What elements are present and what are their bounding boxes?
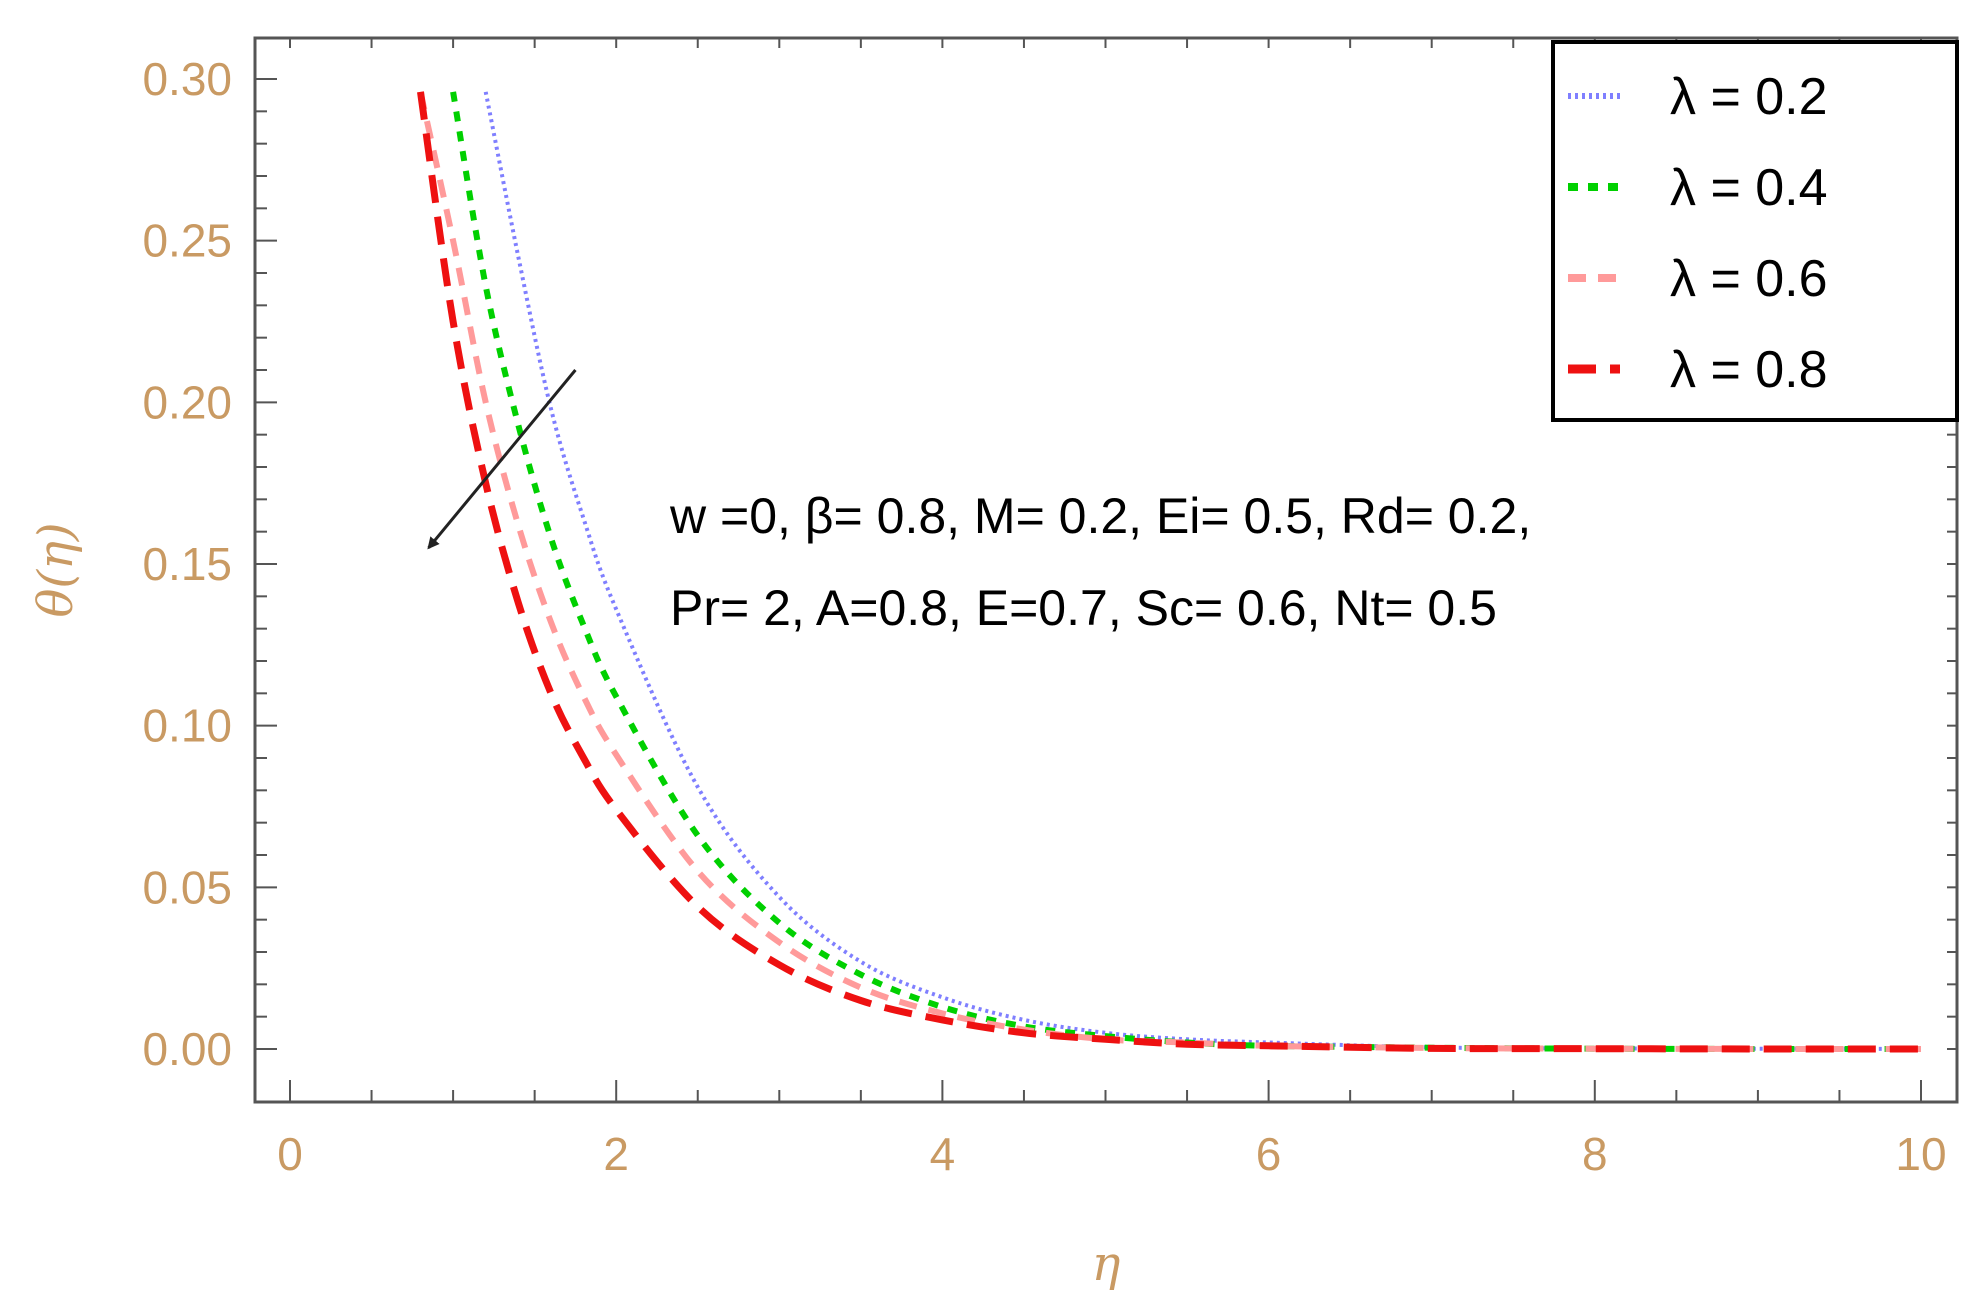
legend: λ = 0.2 λ = 0.4 λ = 0.6 λ = 0.8 — [1551, 40, 1959, 422]
x-axis-title: η — [1092, 1236, 1121, 1292]
series-line-4 — [417, 91, 1922, 1053]
y-tick-label: 0.10 — [142, 700, 232, 752]
x-tick-label: 10 — [1895, 1128, 1946, 1180]
x-tick-label: 0 — [277, 1128, 303, 1180]
x-tick-labels: 0 2 4 6 8 10 — [277, 1128, 1946, 1180]
y-tick-label: 0.05 — [142, 861, 232, 913]
legend-box — [1551, 40, 1959, 422]
series-lines — [417, 91, 1922, 1053]
legend-label: λ = 0.6 — [1670, 250, 1828, 308]
y-tick-label: 0.15 — [142, 538, 232, 590]
y-axis-title: θ(η) — [28, 522, 84, 617]
trend-arrow — [427, 369, 577, 550]
x-tick-label: 8 — [1582, 1128, 1608, 1180]
y-tick-label: 0.20 — [142, 376, 232, 428]
y-tick-labels: 0.00 0.05 0.10 0.15 0.20 0.25 0.30 — [142, 53, 232, 1075]
y-tick-label: 0.25 — [142, 215, 232, 267]
legend-label: λ = 0.8 — [1670, 341, 1828, 399]
y-tick-label: 0.00 — [142, 1023, 232, 1075]
annotation-line-1: w =0, β= 0.8, M= 0.2, Ei= 0.5, Rd= 0.2, — [669, 488, 1531, 544]
x-tick-label: 2 — [603, 1128, 629, 1180]
legend-label: λ = 0.2 — [1670, 68, 1828, 126]
x-tick-label: 4 — [930, 1128, 956, 1180]
y-tick-label: 0.30 — [142, 53, 232, 105]
x-tick-label: 6 — [1256, 1128, 1282, 1180]
annotation-line-2: Pr= 2, A=0.8, E=0.7, Sc= 0.6, Nt= 0.5 — [670, 580, 1497, 636]
legend-label: λ = 0.4 — [1670, 159, 1828, 217]
